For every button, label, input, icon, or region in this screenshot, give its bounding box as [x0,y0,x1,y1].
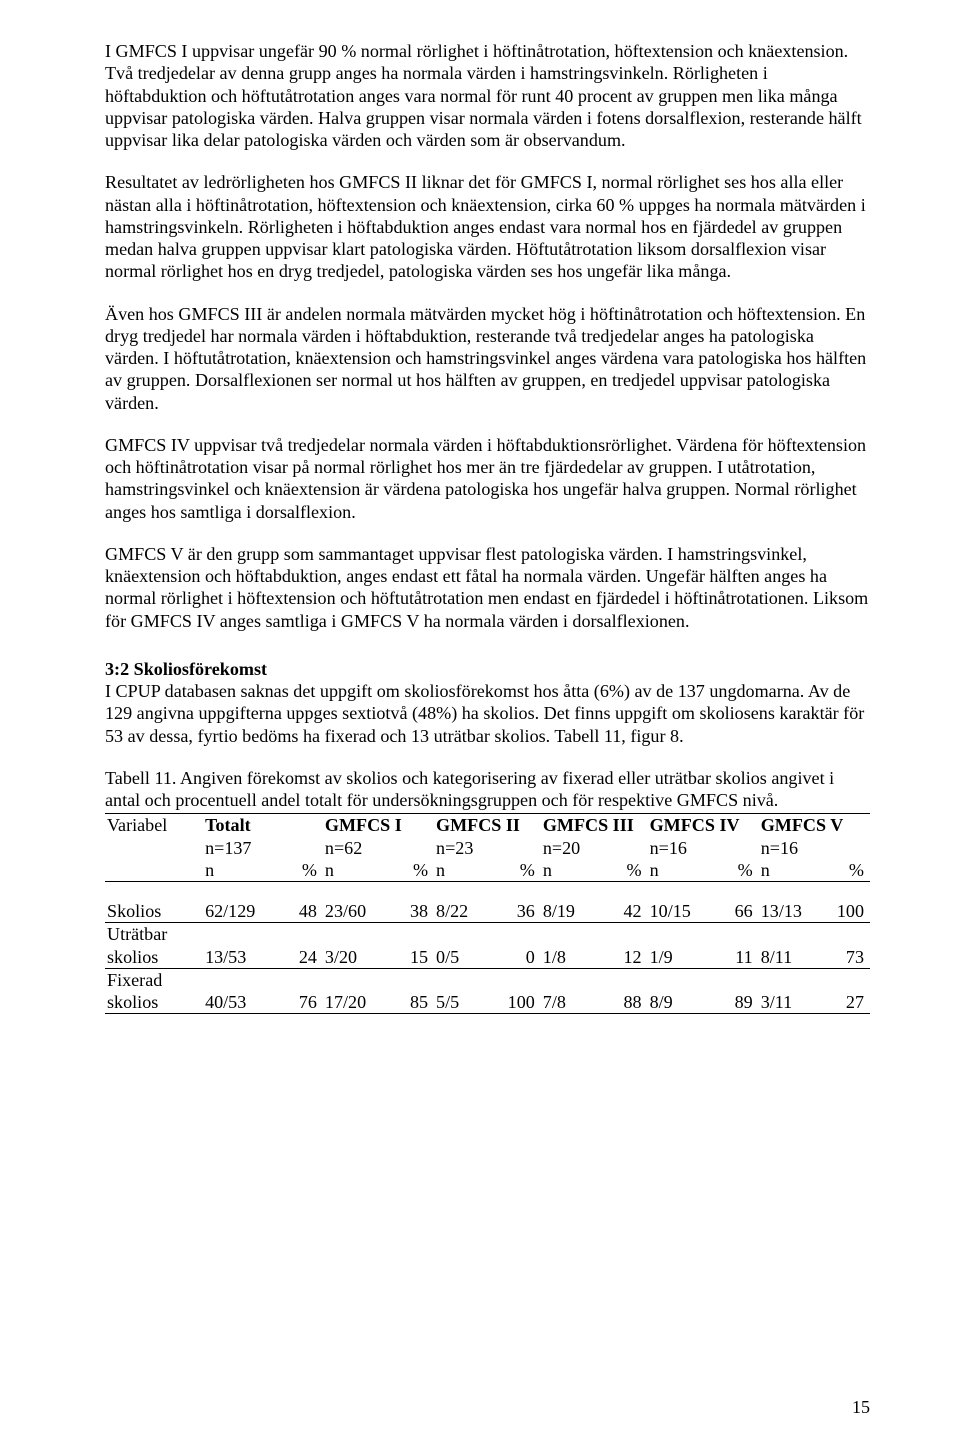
h-n-2: n [323,859,391,882]
table-caption: Tabell 11. Angiven förekomst av skolios … [105,767,870,812]
h-p-1: % [279,859,323,882]
cell-p: 48 [279,900,323,923]
cell-p: 100 [826,900,870,923]
col-variabel: Variabel [105,814,203,837]
cell-n: 8/11 [759,946,827,969]
cell-n: 13/53 [203,946,279,969]
cell-n: 10/15 [648,900,716,923]
cell-n: 17/20 [323,991,391,1014]
cell-n: 40/53 [203,991,279,1014]
table-header-row-3: n % n % n % n % n % n % [105,859,870,882]
h-p-6: % [826,859,870,882]
col-gmfcs3: GMFCS III [541,814,648,837]
cell-n: 8/22 [434,900,497,923]
col-gmfcs5: GMFCS V [759,814,870,837]
col-totalt: Totalt [203,814,323,837]
cell-n: 5/5 [434,991,497,1014]
cell-p: 12 [604,946,648,969]
h-p-2: % [390,859,434,882]
paragraph-gmfcs2: Resultatet av ledrörligheten hos GMFCS I… [105,171,870,282]
page-number: 15 [852,1396,870,1418]
cell-n: 62/129 [203,900,279,923]
paragraph-skolios-intro: I CPUP databasen saknas det uppgift om s… [105,680,870,747]
cell-n: 8/9 [648,991,716,1014]
cell-p: 73 [826,946,870,969]
scoliosis-table: Variabel Totalt GMFCS I GMFCS II GMFCS I… [105,813,870,1014]
h-p-3: % [497,859,541,882]
cell-p: 27 [826,991,870,1014]
cell-p: 42 [604,900,648,923]
cell-n: 7/8 [541,991,604,1014]
table-row: Skolios 62/129 48 23/60 38 8/22 36 8/19 … [105,900,870,923]
table-header-row-2: n=137 n=62 n=23 n=20 n=16 n=16 [105,837,870,859]
cell-p: 89 [715,991,759,1014]
sub-n-g1: n=62 [323,837,434,859]
cell-p: 38 [390,900,434,923]
sub-n-totalt: n=137 [203,837,323,859]
cell-n: 0/5 [434,946,497,969]
table-row: Uträtbar skolios 13/53 24 3/20 15 0/5 0 … [105,923,870,1015]
sub-n-g5: n=16 [759,837,870,859]
h-p-5: % [715,859,759,882]
row-label-line2: skolios [105,946,203,969]
cell-n: 1/9 [648,946,716,969]
cell-n: 23/60 [323,900,391,923]
h-n-3: n [434,859,497,882]
h-p-4: % [604,859,648,882]
row-label: Skolios [105,900,203,923]
document-page: I GMFCS I uppvisar ungefär 90 % normal r… [0,0,960,1446]
col-gmfcs2: GMFCS II [434,814,541,837]
h-n-5: n [648,859,716,882]
h-n-6: n [759,859,827,882]
sub-n-g2: n=23 [434,837,541,859]
section-title-skolios: 3:2 Skoliosförekomst [105,658,870,680]
cell-p: 88 [604,991,648,1014]
cell-n: 3/11 [759,991,827,1014]
table-header-row-1: Variabel Totalt GMFCS I GMFCS II GMFCS I… [105,814,870,837]
paragraph-gmfcs4: GMFCS IV uppvisar två tredjedelar normal… [105,434,870,523]
col-gmfcs1: GMFCS I [323,814,434,837]
paragraph-gmfcs5: GMFCS V är den grupp som sammantaget upp… [105,543,870,632]
sub-n-g4: n=16 [648,837,759,859]
cell-p: 0 [497,946,541,969]
cell-p: 24 [279,946,323,969]
col-gmfcs4: GMFCS IV [648,814,759,837]
cell-p: 76 [279,991,323,1014]
row-label-line1: Fixerad [105,968,203,991]
cell-p: 85 [390,991,434,1014]
sub-n-g3: n=20 [541,837,648,859]
cell-p: 11 [715,946,759,969]
row-label-line2: skolios [105,991,203,1014]
cell-p: 15 [390,946,434,969]
h-n-4: n [541,859,604,882]
h-n-1: n [203,859,279,882]
cell-n: 1/8 [541,946,604,969]
cell-p: 66 [715,900,759,923]
table-spacer [105,882,870,901]
row-label-line1: Uträtbar [105,923,203,945]
cell-p: 36 [497,900,541,923]
cell-n: 13/13 [759,900,827,923]
cell-n: 3/20 [323,946,391,969]
cell-n: 8/19 [541,900,604,923]
paragraph-gmfcs1: I GMFCS I uppvisar ungefär 90 % normal r… [105,40,870,151]
cell-p: 100 [497,991,541,1014]
paragraph-gmfcs3: Även hos GMFCS III är andelen normala mä… [105,303,870,414]
